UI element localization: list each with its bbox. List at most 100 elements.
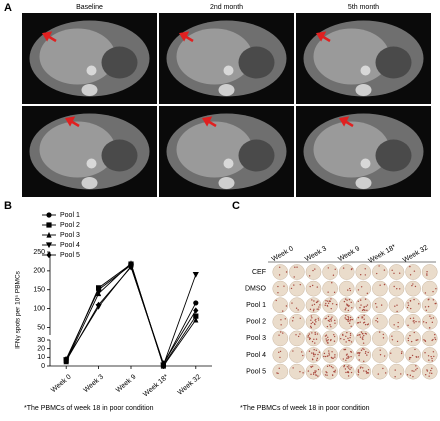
row-label: Pool 3 bbox=[246, 335, 266, 342]
legend-marker bbox=[46, 251, 52, 259]
spot bbox=[406, 306, 409, 309]
spot bbox=[283, 285, 285, 287]
spot bbox=[312, 321, 314, 324]
y-tick-label: 150 bbox=[33, 287, 45, 294]
spot bbox=[316, 308, 318, 310]
spot bbox=[345, 371, 347, 374]
well bbox=[355, 313, 372, 330]
spot bbox=[379, 284, 381, 286]
spot bbox=[309, 308, 312, 311]
spot bbox=[332, 274, 335, 276]
spot bbox=[299, 283, 301, 286]
well bbox=[322, 347, 338, 363]
spot bbox=[346, 319, 349, 321]
spot bbox=[346, 304, 348, 307]
spot bbox=[317, 319, 320, 321]
spot bbox=[366, 292, 369, 295]
spot bbox=[291, 302, 293, 304]
well bbox=[388, 264, 405, 280]
mri-vessel bbox=[360, 158, 371, 169]
spot bbox=[317, 375, 319, 377]
spot bbox=[307, 336, 309, 338]
x-tick-label: Week 3 bbox=[82, 374, 105, 395]
spot bbox=[313, 308, 315, 311]
spot bbox=[367, 369, 370, 371]
spot bbox=[334, 369, 336, 371]
spot bbox=[418, 303, 420, 305]
spot bbox=[363, 314, 365, 317]
spot bbox=[279, 350, 282, 353]
spot bbox=[313, 303, 316, 306]
well bbox=[272, 264, 289, 280]
well bbox=[355, 347, 372, 363]
well bbox=[272, 297, 289, 314]
well bbox=[289, 330, 305, 347]
data-point bbox=[193, 300, 199, 306]
spot bbox=[361, 316, 363, 318]
spot bbox=[350, 355, 352, 358]
spot bbox=[412, 317, 415, 319]
spot bbox=[330, 325, 332, 328]
spot bbox=[359, 274, 362, 276]
spot bbox=[278, 274, 281, 276]
spot bbox=[349, 320, 351, 322]
spot bbox=[357, 334, 359, 336]
spot bbox=[347, 357, 349, 359]
spot bbox=[312, 373, 315, 375]
spot bbox=[430, 355, 432, 358]
spot bbox=[357, 369, 360, 371]
spot bbox=[407, 304, 410, 306]
spot bbox=[361, 317, 363, 319]
well bbox=[289, 347, 305, 363]
spot bbox=[316, 359, 318, 361]
spot bbox=[326, 325, 329, 328]
spot bbox=[326, 372, 328, 374]
spot bbox=[423, 339, 425, 341]
spot bbox=[345, 359, 347, 361]
well bbox=[289, 363, 305, 380]
spot bbox=[424, 306, 427, 308]
row-label: CEF bbox=[252, 269, 266, 276]
spot bbox=[308, 275, 311, 277]
spot bbox=[360, 331, 363, 333]
spot bbox=[329, 300, 331, 302]
spot bbox=[407, 339, 410, 342]
spot bbox=[348, 322, 351, 325]
spot bbox=[313, 355, 315, 357]
spot bbox=[347, 316, 349, 318]
spot bbox=[347, 370, 349, 373]
spot bbox=[425, 322, 427, 324]
spot bbox=[313, 372, 315, 374]
footnote: *The PBMCs of week 18 in poor condition bbox=[240, 405, 370, 412]
well bbox=[421, 347, 438, 363]
spot bbox=[308, 350, 311, 352]
x-tick-label: Week 9 bbox=[115, 374, 138, 395]
spot bbox=[324, 304, 326, 306]
column-header: Baseline bbox=[76, 4, 103, 11]
spot bbox=[347, 305, 350, 307]
spot bbox=[334, 370, 336, 373]
spot bbox=[391, 269, 393, 271]
mri-spine bbox=[81, 177, 98, 189]
spot bbox=[415, 356, 417, 358]
spot bbox=[425, 309, 428, 311]
y-tick-label: 0 bbox=[41, 363, 45, 370]
column-header: 5th month bbox=[348, 4, 379, 11]
week-header: Week 9 bbox=[337, 245, 361, 263]
spot bbox=[314, 353, 316, 356]
well bbox=[338, 363, 355, 380]
spot bbox=[434, 338, 437, 341]
spot bbox=[295, 307, 298, 309]
spot bbox=[312, 269, 314, 272]
spot bbox=[432, 299, 435, 301]
well bbox=[405, 330, 421, 347]
spot bbox=[343, 364, 346, 367]
panel-label: A bbox=[4, 2, 12, 14]
spot bbox=[411, 370, 413, 372]
spot bbox=[366, 371, 369, 374]
well bbox=[322, 280, 338, 297]
data-point bbox=[193, 307, 199, 314]
spot bbox=[409, 265, 411, 268]
spot bbox=[411, 354, 414, 357]
spot bbox=[412, 283, 414, 285]
